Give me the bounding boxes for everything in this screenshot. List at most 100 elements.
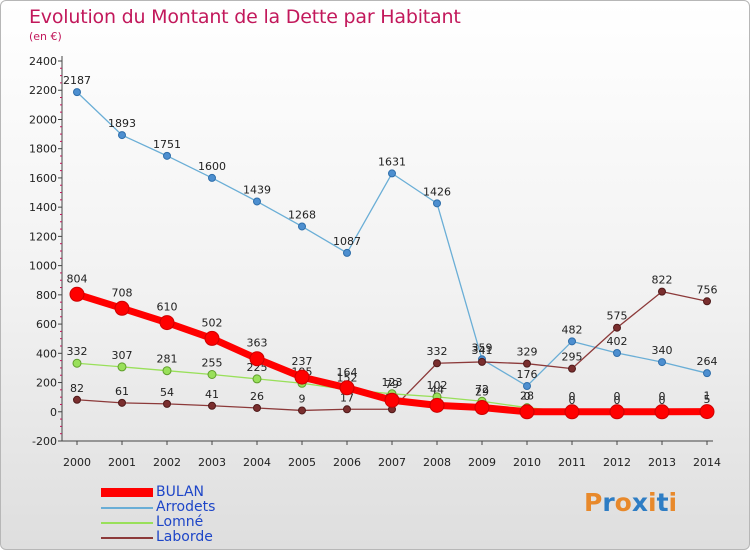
x-tick-label: 2008 bbox=[423, 456, 451, 469]
data-label-lomne: 0 bbox=[569, 394, 576, 407]
legend-swatch-bulan bbox=[101, 488, 153, 497]
data-point-laborde bbox=[703, 297, 711, 306]
data-label-arrodets: 1426 bbox=[423, 185, 451, 198]
data-label-bulan: 1 bbox=[704, 390, 711, 403]
data-label-arrodets: 1600 bbox=[198, 160, 226, 173]
data-point-bulan bbox=[114, 300, 130, 316]
logo-letter: r bbox=[602, 488, 615, 517]
x-tick-label: 2012 bbox=[603, 456, 631, 469]
proxiti-logo: Proxiti bbox=[584, 488, 677, 517]
data-label-bulan: 44 bbox=[430, 383, 444, 396]
x-tick-label: 2014 bbox=[693, 456, 721, 469]
legend-label-laborde: Laborde bbox=[156, 529, 213, 545]
x-tick-label: 2000 bbox=[63, 456, 91, 469]
logo-letter: t bbox=[656, 488, 669, 517]
data-point-lomne bbox=[117, 362, 127, 372]
data-point-arrodets bbox=[523, 382, 531, 391]
series-arrodets: 2187 1893 1751 1600 1439 1268 1087 1631 1426 359 1… bbox=[63, 74, 718, 391]
chart-legend: BULAN Arrodets Lomné Laborde bbox=[101, 484, 301, 545]
data-label-lomne: 28 bbox=[520, 390, 534, 403]
data-label-arrodets: 1631 bbox=[378, 155, 406, 168]
data-label-arrodets: 1268 bbox=[288, 208, 316, 221]
legend-label-bulan: BULAN bbox=[156, 484, 205, 500]
data-label-laborde: 341 bbox=[472, 344, 493, 357]
data-point-arrodets bbox=[118, 131, 126, 140]
data-label-laborde: 332 bbox=[427, 345, 448, 358]
data-point-laborde bbox=[568, 364, 576, 373]
logo-letter: x bbox=[631, 488, 648, 517]
chart-unit-label: (en €) bbox=[29, 30, 62, 43]
data-label-bulan: 164 bbox=[337, 366, 358, 379]
x-tick-label: 2002 bbox=[153, 456, 181, 469]
logo-letter: i bbox=[648, 488, 657, 517]
data-point-laborde bbox=[298, 406, 306, 415]
y-tick-label: -200 bbox=[32, 435, 57, 448]
x-tick-label: 2007 bbox=[378, 456, 406, 469]
data-label-laborde: 17 bbox=[340, 391, 354, 404]
data-label-lomne: 102 bbox=[427, 379, 448, 392]
data-point-bulan bbox=[699, 404, 715, 420]
data-point-bulan bbox=[474, 400, 490, 416]
data-point-bulan bbox=[294, 369, 310, 385]
logo-letter: o bbox=[614, 488, 632, 517]
data-label-bulan: 237 bbox=[292, 355, 313, 368]
data-point-arrodets bbox=[433, 199, 441, 208]
data-label-arrodets: 176 bbox=[517, 368, 538, 381]
data-point-bulan bbox=[429, 397, 445, 413]
data-label-laborde: 41 bbox=[205, 388, 219, 401]
data-label-laborde: 61 bbox=[115, 385, 129, 398]
data-label-laborde: 756 bbox=[697, 283, 718, 296]
y-tick-label: 1400 bbox=[29, 201, 57, 214]
data-point-laborde bbox=[163, 399, 171, 408]
data-point-arrodets bbox=[388, 169, 396, 178]
y-tick-label: 200 bbox=[36, 377, 57, 390]
data-point-bulan bbox=[384, 392, 400, 408]
data-label-laborde: 329 bbox=[517, 346, 538, 359]
data-label-bulan: 804 bbox=[67, 272, 88, 285]
data-label-lomne: 332 bbox=[67, 345, 88, 358]
data-label-laborde: 82 bbox=[70, 382, 84, 395]
data-point-laborde bbox=[208, 401, 216, 410]
data-label-arrodets: 1439 bbox=[243, 183, 271, 196]
y-tick-label: 1000 bbox=[29, 260, 57, 273]
y-tick-label: 0 bbox=[50, 406, 57, 419]
y-tick-label: 800 bbox=[36, 289, 57, 302]
y-tick-label: 1600 bbox=[29, 172, 57, 185]
data-point-laborde bbox=[118, 398, 126, 407]
legend-swatch-laborde bbox=[101, 537, 153, 539]
y-tick-label: 600 bbox=[36, 318, 57, 331]
chart-title: Evolution du Montant de la Dette par Hab… bbox=[29, 6, 461, 28]
data-label-bulan: 610 bbox=[157, 301, 178, 314]
data-label-laborde: 295 bbox=[562, 351, 583, 364]
logo-letter: i bbox=[668, 488, 678, 517]
data-label-bulan: 79 bbox=[385, 378, 399, 391]
data-label-lomne: 281 bbox=[157, 353, 178, 366]
data-label-lomne: 5 bbox=[704, 393, 711, 406]
data-label-bulan: 708 bbox=[112, 286, 133, 299]
x-tick-label: 2010 bbox=[513, 456, 541, 469]
data-point-laborde bbox=[433, 359, 441, 368]
x-tick-label: 2013 bbox=[648, 456, 676, 469]
data-point-laborde bbox=[253, 403, 261, 412]
data-label-arrodets: 359 bbox=[472, 341, 493, 354]
data-point-arrodets bbox=[703, 369, 711, 378]
legend-item-lomne: Lomné bbox=[101, 514, 301, 530]
data-point-arrodets bbox=[73, 88, 81, 97]
data-point-laborde bbox=[658, 287, 666, 296]
data-point-bulan bbox=[204, 330, 220, 346]
data-point-arrodets bbox=[613, 349, 621, 358]
data-point-bulan bbox=[159, 315, 175, 331]
data-label-arrodets: 2187 bbox=[63, 74, 91, 87]
y-tick-label: 2200 bbox=[29, 84, 57, 97]
data-label-bulan: 29 bbox=[475, 386, 489, 399]
legend-label-arrodets: Arrodets bbox=[156, 499, 216, 515]
data-point-arrodets bbox=[163, 151, 171, 160]
x-tick-label: 2001 bbox=[108, 456, 136, 469]
y-tick-label: 1200 bbox=[29, 230, 57, 243]
data-point-lomne bbox=[207, 370, 217, 379]
data-point-laborde bbox=[613, 323, 621, 332]
data-label-lomne: 0 bbox=[614, 394, 621, 407]
